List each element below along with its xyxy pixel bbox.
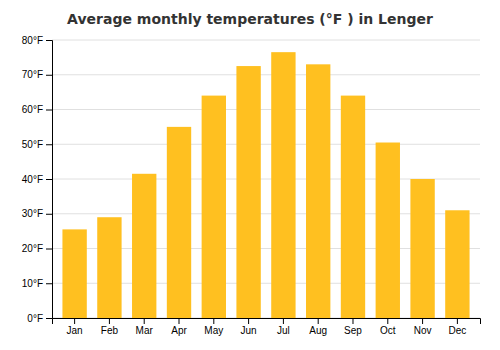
x-axis: Jan Feb Mar Apr May Jun Jul Aug Sep Oct Nov Dec (53, 318, 481, 336)
tick: 30°F (22, 208, 52, 219)
bar (236, 66, 260, 318)
tick: Mar (136, 318, 154, 336)
bar (167, 127, 191, 318)
bar (132, 174, 156, 318)
bar (410, 179, 434, 318)
axis-line (53, 319, 481, 325)
tick-mark (179, 318, 180, 324)
plot: 0°F 10°F 20°F 30°F 40°F 50°F 60°F 70°F 80°F Jan Fe… (22, 35, 481, 336)
tick-label: Feb (101, 325, 119, 336)
bar (97, 217, 121, 318)
tick-mark (457, 318, 458, 324)
tick: 80°F (22, 35, 52, 46)
grid-line (52, 74, 480, 75)
tick-label: Sep (344, 325, 362, 336)
tick-mark (74, 318, 75, 324)
tick-label: Apr (171, 325, 187, 336)
tick-label: Jun (241, 325, 257, 336)
tick: Jun (241, 318, 257, 336)
tick-mark (318, 318, 319, 324)
grid-line (52, 40, 480, 41)
tick-label: 80°F (22, 35, 43, 46)
tick-mark (46, 110, 52, 111)
tick-mark (352, 318, 353, 324)
tick: 70°F (22, 69, 52, 80)
tick-mark (46, 283, 52, 284)
tick: Oct (380, 318, 396, 336)
bar (62, 229, 86, 318)
tick: May (204, 318, 223, 336)
bar (341, 96, 365, 318)
tick-mark (46, 179, 52, 180)
bar (271, 52, 295, 318)
tick-label: Aug (309, 325, 327, 336)
tick-label: Mar (136, 325, 154, 336)
bar (306, 64, 330, 318)
tick-label: Jan (67, 325, 83, 336)
tick-mark (387, 318, 388, 324)
tick-mark (46, 249, 52, 250)
bar (202, 96, 226, 318)
tick-label: 20°F (22, 243, 43, 254)
tick: Jul (277, 318, 290, 336)
tick-mark (46, 214, 52, 215)
tick-label: 50°F (22, 139, 43, 150)
tick-label: 60°F (22, 104, 43, 115)
tick-mark (248, 318, 249, 324)
tick: 0°F (27, 313, 52, 324)
tick: 60°F (22, 104, 52, 115)
tick: Jan (67, 318, 83, 336)
tick: Sep (344, 318, 362, 336)
tick-label: Nov (414, 325, 432, 336)
tick: Apr (171, 318, 187, 336)
axis-line (46, 41, 53, 319)
tick-label: 30°F (22, 208, 43, 219)
y-axis: 0°F 10°F 20°F 30°F 40°F 50°F 60°F 70°F 80°F (22, 35, 53, 324)
tick-mark (283, 318, 284, 324)
tick-mark (213, 318, 214, 324)
bar (376, 143, 400, 318)
tick: Nov (414, 318, 432, 336)
tick-mark (46, 144, 52, 145)
tick-label: 70°F (22, 69, 43, 80)
tick: Dec (448, 318, 466, 336)
tick-label: Oct (380, 325, 396, 336)
tick-mark (46, 75, 52, 76)
tick-mark (109, 318, 110, 324)
title: Average monthly temperatures (°F ) in Le… (67, 11, 433, 27)
bars (62, 52, 469, 318)
tick-mark (422, 318, 423, 324)
tick-mark (144, 318, 145, 324)
tick: 40°F (22, 174, 52, 185)
tick: Feb (101, 318, 119, 336)
tick: 10°F (22, 278, 52, 289)
tick-label: May (204, 325, 223, 336)
chart: 0°F 10°F 20°F 30°F 40°F 50°F 60°F 70°F 80°F Jan Fe… (0, 0, 500, 350)
grid-line (52, 144, 480, 145)
tick-mark (46, 318, 52, 319)
tick-label: 0°F (27, 313, 43, 324)
tick: Aug (309, 318, 327, 336)
tick: 50°F (22, 139, 52, 150)
tick-label: Jul (277, 325, 290, 336)
tick: 20°F (22, 243, 52, 254)
grid (52, 40, 480, 318)
tick-label: 40°F (22, 174, 43, 185)
bar (445, 210, 469, 318)
tick-mark (46, 40, 52, 41)
grid-line (52, 109, 480, 110)
tick-label: Dec (448, 325, 466, 336)
tick-label: 10°F (22, 278, 43, 289)
